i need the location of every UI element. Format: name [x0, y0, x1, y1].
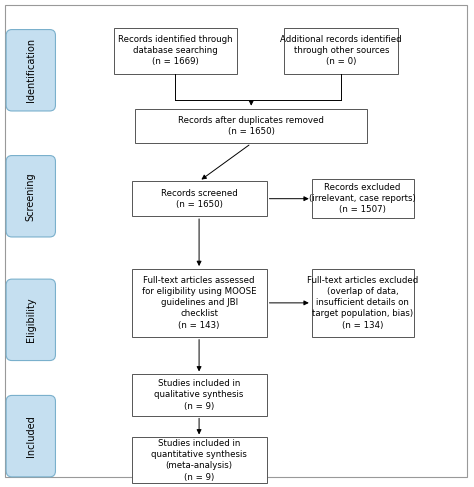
FancyBboxPatch shape: [6, 279, 55, 360]
Text: Full-text articles assessed
for eligibility using MOOSE
guidelines and JBI
check: Full-text articles assessed for eligibil…: [142, 276, 256, 330]
Text: Studies included in
quantitative synthesis
(meta-analysis)
(n = 9): Studies included in quantitative synthes…: [151, 439, 247, 482]
Text: Studies included in
qualitative synthesis
(n = 9): Studies included in qualitative synthesi…: [155, 379, 244, 411]
Text: Records identified through
database searching
(n = 1669): Records identified through database sear…: [118, 35, 233, 67]
Bar: [131, 181, 266, 216]
Text: Full-text articles excluded
(overlap of data,
insufficient details on
target pop: Full-text articles excluded (overlap of …: [307, 276, 418, 330]
Bar: [311, 179, 413, 218]
Bar: [284, 28, 398, 74]
Text: Records after duplicates removed
(n = 1650): Records after duplicates removed (n = 16…: [178, 116, 324, 136]
Text: Identification: Identification: [26, 38, 36, 102]
Bar: [131, 437, 266, 484]
FancyBboxPatch shape: [6, 395, 55, 477]
Bar: [131, 269, 266, 337]
FancyBboxPatch shape: [6, 155, 55, 237]
Text: Records excluded
(irrelevant, case reports)
(n = 1507): Records excluded (irrelevant, case repor…: [309, 183, 416, 214]
Text: Eligibility: Eligibility: [26, 298, 36, 342]
FancyBboxPatch shape: [6, 30, 55, 111]
Bar: [131, 375, 266, 415]
Text: Records screened
(n = 1650): Records screened (n = 1650): [161, 188, 237, 209]
Bar: [311, 269, 413, 337]
Text: Screening: Screening: [26, 172, 36, 221]
Text: Additional records identified
through other sources
(n = 0): Additional records identified through ot…: [281, 35, 402, 67]
Text: Included: Included: [26, 415, 36, 457]
Bar: [114, 28, 237, 74]
Bar: [135, 109, 367, 144]
